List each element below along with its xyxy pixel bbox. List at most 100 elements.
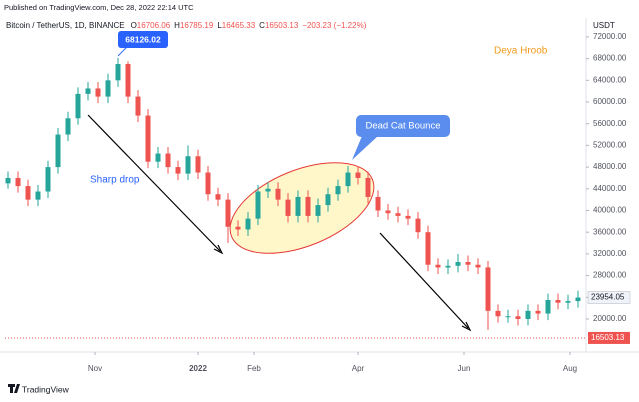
brand: TradingView bbox=[22, 384, 70, 394]
candle-body bbox=[565, 301, 571, 303]
candle-body bbox=[195, 156, 201, 173]
candle-body bbox=[535, 310, 541, 314]
ohlc-label: O bbox=[131, 21, 137, 30]
candle-body bbox=[225, 199, 231, 227]
candle-body bbox=[395, 213, 401, 216]
candle-body bbox=[155, 153, 161, 162]
peak-label: 68126.02 bbox=[125, 34, 161, 44]
candles bbox=[5, 57, 581, 330]
y-tick-label: 68000.00 bbox=[593, 54, 627, 63]
candle-body bbox=[235, 226, 241, 230]
candle-body bbox=[185, 156, 191, 174]
candle-body bbox=[335, 186, 341, 195]
candle-body bbox=[355, 172, 361, 178]
change: −203.23 (−1.22%) bbox=[302, 21, 366, 30]
currency: USDT bbox=[593, 21, 615, 30]
candle-body bbox=[315, 205, 321, 216]
candle-body bbox=[345, 172, 351, 187]
x-tick-label: Feb bbox=[247, 364, 261, 373]
candle-body bbox=[25, 186, 31, 200]
candle-body bbox=[45, 167, 51, 192]
candle-body bbox=[75, 93, 81, 119]
ohlc-label: C bbox=[259, 21, 265, 30]
arrow-head bbox=[213, 244, 224, 255]
candle-body bbox=[575, 297, 581, 302]
candle-body bbox=[205, 172, 211, 195]
candle-body bbox=[325, 194, 331, 206]
candle-body bbox=[455, 262, 461, 266]
ohlc-value: 16785.19 bbox=[180, 21, 214, 30]
x-tick-label: 2022 bbox=[189, 364, 207, 373]
candle-body bbox=[445, 265, 451, 268]
candle-body bbox=[175, 167, 181, 174]
candle-body bbox=[405, 215, 411, 219]
candle-body bbox=[295, 196, 301, 216]
candle-body bbox=[65, 118, 71, 135]
y-tick-label: 52000.00 bbox=[593, 141, 627, 150]
candle-body bbox=[385, 210, 391, 214]
symbol-title: Bitcoin / TetherUS, 1D, BINANCE bbox=[6, 21, 125, 30]
candle-body bbox=[555, 299, 561, 303]
y-tick-label: 20000.00 bbox=[593, 314, 627, 323]
candle-body bbox=[495, 310, 501, 317]
close-label-box bbox=[588, 331, 630, 344]
close-label: 16503.13 bbox=[591, 333, 625, 342]
candle-body bbox=[105, 80, 111, 97]
x-tick-label: Jun bbox=[458, 364, 471, 373]
callout-box bbox=[118, 31, 168, 48]
candle-body bbox=[145, 115, 151, 162]
y-tick-label: 44000.00 bbox=[593, 184, 627, 193]
ohlc-value: 16465.33 bbox=[222, 21, 256, 30]
y-tick-label: 48000.00 bbox=[593, 162, 627, 171]
published: Published on TradingView.com, Dec 28, 20… bbox=[4, 3, 194, 12]
candle-body bbox=[245, 218, 251, 230]
ohlc-value: 16503.13 bbox=[265, 21, 299, 30]
candle-body bbox=[95, 88, 101, 97]
candle-body bbox=[265, 188, 271, 192]
x-tick-label: Apr bbox=[352, 364, 365, 373]
callout-box bbox=[356, 115, 450, 137]
annotation: Sharp drop bbox=[90, 175, 140, 186]
candle-body bbox=[365, 177, 371, 197]
candle-body bbox=[465, 262, 471, 265]
y-tick-label: 28000.00 bbox=[593, 271, 627, 280]
callout-pointer bbox=[352, 136, 378, 160]
arrow-line bbox=[87, 114, 221, 252]
candle-body bbox=[125, 64, 131, 97]
annotation: Dead Cat Bounce bbox=[366, 121, 441, 132]
x-tick-label: Aug bbox=[563, 364, 577, 373]
ohlc-value: 16706.06 bbox=[137, 21, 171, 30]
candle-body bbox=[135, 96, 141, 116]
ohlc-label: L bbox=[217, 21, 222, 30]
y-tick-label: 36000.00 bbox=[593, 227, 627, 236]
y-tick-label: 56000.00 bbox=[593, 119, 627, 128]
plot: 20000.0024000.0028000.0032000.0036000.00… bbox=[88, 32, 627, 373]
candle-body bbox=[425, 232, 431, 265]
candle-body bbox=[165, 153, 171, 168]
candle-body bbox=[285, 199, 291, 216]
ohlc-label: H bbox=[174, 21, 180, 30]
candle-body bbox=[435, 264, 441, 268]
arrow-head bbox=[461, 321, 472, 332]
candle-body bbox=[255, 191, 261, 219]
candle-body bbox=[475, 264, 481, 268]
candle-body bbox=[415, 218, 421, 233]
candle-body bbox=[275, 188, 281, 200]
y-tick-label: 60000.00 bbox=[593, 97, 627, 106]
y-tick-label: 40000.00 bbox=[593, 206, 627, 215]
candle-body bbox=[505, 316, 511, 318]
candle-body bbox=[525, 310, 531, 319]
header: Bitcoin / TetherUS, 1D, BINANCE O 16706.0… bbox=[6, 21, 367, 30]
y-tick-label: 64000.00 bbox=[593, 75, 627, 84]
y-tick-label: 72000.00 bbox=[593, 32, 627, 41]
logo bbox=[8, 384, 20, 393]
candle-body bbox=[375, 196, 381, 211]
candle-body bbox=[55, 134, 61, 168]
candle-body bbox=[545, 299, 551, 314]
price-label-box bbox=[587, 291, 631, 304]
arrow-line bbox=[379, 232, 469, 329]
candle-body bbox=[35, 191, 41, 200]
candle-body bbox=[515, 316, 521, 319]
author: Deya Hroob bbox=[494, 46, 548, 57]
